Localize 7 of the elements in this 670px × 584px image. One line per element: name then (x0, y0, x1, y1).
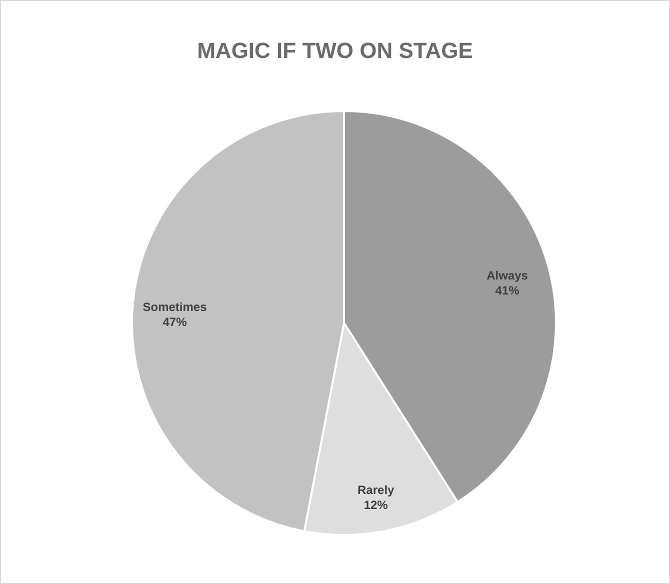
data-label: 41% (495, 284, 520, 298)
slice-label: Sometimes (142, 300, 208, 314)
data-label: 47% (162, 315, 188, 329)
slice-label: Always (486, 268, 528, 283)
chart-title: MAGIC IF TWO ON STAGE (197, 38, 473, 63)
slice-label: Rarely (358, 482, 395, 497)
data-label: 12% (364, 498, 388, 512)
